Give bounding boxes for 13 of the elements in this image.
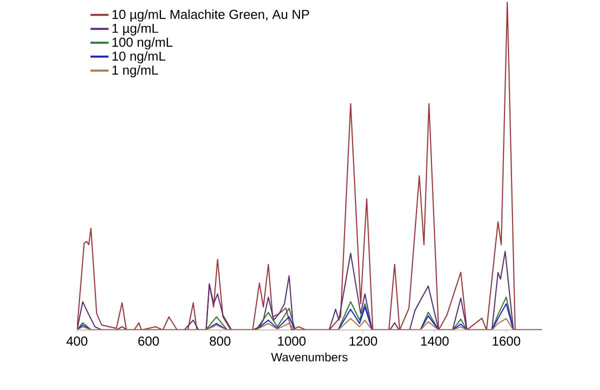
x-axis-title: Wavenumbers [271, 352, 348, 362]
x-tick-label: 1000 [278, 336, 306, 346]
legend-label: 100 ng/mL [112, 37, 172, 50]
legend-label: 1 ng/mL [112, 65, 158, 78]
x-tick-label: 600 [138, 336, 159, 346]
x-tick-label: 1400 [421, 336, 449, 346]
x-tick-label: 1600 [492, 336, 520, 346]
x-tick-label: 400 [66, 336, 88, 346]
legend-label: 10 ng/mL [112, 51, 166, 64]
legend-label: 1 µg/mL [112, 23, 158, 36]
legend-label: 10 µg/mL Malachite Green, Au NP [112, 9, 310, 22]
x-tick-label: 800 [210, 336, 230, 346]
x-tick-label: 1200 [350, 336, 378, 346]
